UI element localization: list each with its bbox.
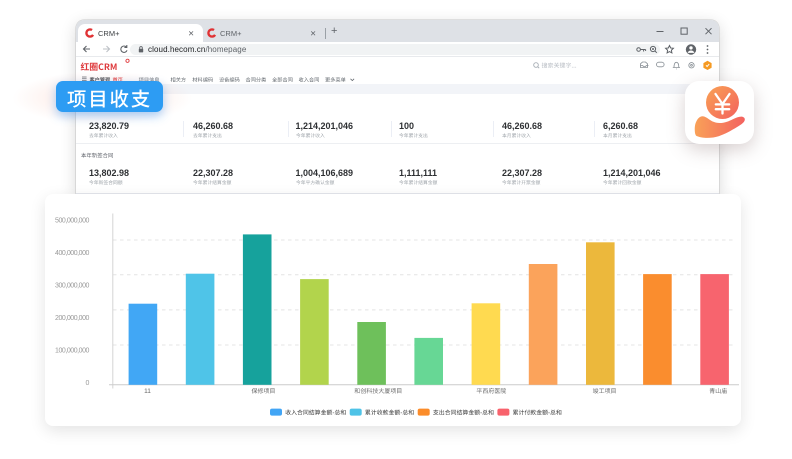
- svg-text:200,000,000: 200,000,000: [55, 315, 90, 322]
- svg-text:0: 0: [86, 380, 90, 387]
- svg-text:400,000,000: 400,000,000: [55, 250, 90, 257]
- svg-text:500,000,000: 500,000,000: [55, 217, 90, 224]
- svg-text:100,000,000: 100,000,000: [55, 348, 90, 355]
- svg-text:11: 11: [144, 388, 151, 395]
- svg-text:300,000,000: 300,000,000: [55, 283, 90, 290]
